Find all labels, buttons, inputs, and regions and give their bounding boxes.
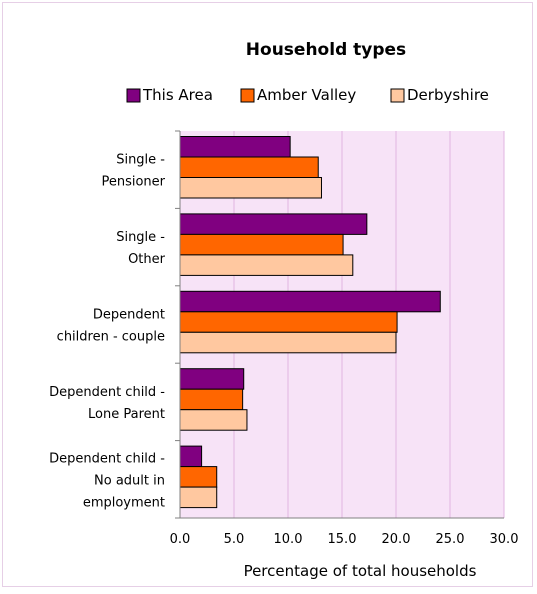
category-label: employment (83, 495, 165, 510)
bar (179, 254, 354, 276)
legend-swatch (240, 88, 255, 103)
bar (179, 311, 398, 333)
x-tick-label: 20.0 (382, 532, 411, 547)
category-label: Other (128, 252, 166, 267)
bar (179, 445, 203, 468)
x-tick-label: 0.0 (170, 532, 191, 547)
bar (179, 388, 244, 411)
x-tick-label: 25.0 (436, 532, 465, 547)
bar (179, 290, 441, 313)
legend-swatch (126, 88, 141, 103)
x-tick-label: 30.0 (490, 532, 519, 547)
x-tick-label: 10.0 (274, 532, 303, 547)
chart-frame: Household types Percentage of total hous… (2, 2, 533, 587)
bar (179, 368, 245, 390)
category-label: children - couple (57, 330, 165, 345)
bar (179, 177, 322, 199)
category-label: Lone Parent (88, 407, 165, 422)
x-tick-label: 5.0 (224, 532, 245, 547)
legend-swatch (390, 88, 405, 103)
category-label: Single - (116, 230, 165, 245)
bar (179, 331, 397, 354)
legend-label: Derbyshire (407, 86, 489, 104)
bar (179, 233, 344, 256)
x-tick-label: 15.0 (328, 532, 357, 547)
category-label: Dependent child - (49, 385, 165, 400)
bar (179, 409, 248, 431)
category-label: Dependent (93, 308, 165, 323)
category-label: Single - (116, 153, 165, 168)
category-label: No adult in (94, 473, 165, 488)
bar (179, 136, 291, 158)
household-types-chart: Household types Percentage of total hous… (49, 40, 519, 580)
category-label: Dependent child - (49, 451, 165, 466)
bar (179, 213, 368, 235)
legend-label: Amber Valley (257, 86, 356, 104)
legend-label: This Area (142, 86, 213, 104)
x-axis-label: Percentage of total households (244, 562, 477, 580)
bar (179, 156, 319, 178)
chart-title: Household types (246, 40, 406, 60)
bar (179, 466, 218, 488)
category-label: Pensioner (101, 175, 165, 190)
bar (179, 486, 218, 509)
